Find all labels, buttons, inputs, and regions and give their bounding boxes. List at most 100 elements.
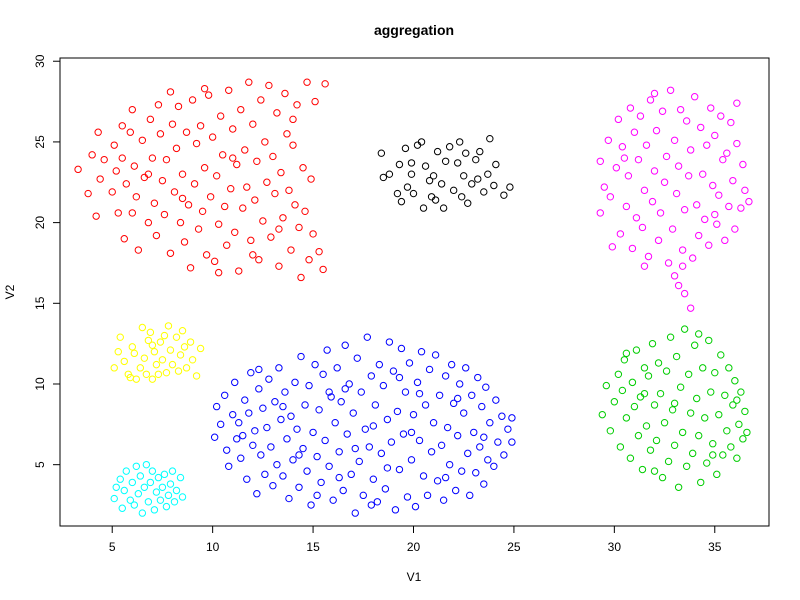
data-point — [686, 146, 695, 154]
data-point — [457, 467, 466, 475]
data-point — [138, 323, 147, 332]
y-tick-label: 5 — [33, 461, 47, 468]
data-point — [680, 325, 689, 333]
data-point — [231, 378, 239, 387]
data-point — [638, 465, 647, 474]
data-point — [690, 341, 699, 349]
data-point — [697, 123, 705, 132]
data-point — [721, 236, 729, 245]
x-tick-label: 10 — [206, 540, 220, 554]
point-group-2 — [377, 134, 514, 212]
data-point — [178, 493, 187, 501]
data-point — [281, 388, 289, 396]
data-point — [345, 380, 353, 388]
data-point — [656, 209, 665, 217]
data-point — [180, 238, 189, 246]
data-point — [126, 496, 134, 504]
data-point — [281, 89, 289, 98]
data-point — [606, 193, 615, 201]
data-point — [196, 344, 205, 353]
data-point — [668, 225, 677, 233]
data-point — [116, 475, 124, 483]
data-point — [116, 333, 124, 341]
data-point — [453, 431, 462, 440]
data-point — [335, 448, 343, 456]
data-point — [399, 430, 408, 438]
data-point — [216, 112, 225, 120]
data-point — [480, 433, 488, 441]
data-point — [411, 502, 420, 511]
data-point — [379, 381, 388, 390]
data-point — [176, 351, 185, 359]
data-point — [401, 388, 410, 396]
data-point — [596, 157, 604, 165]
data-point — [375, 360, 384, 369]
data-point — [122, 467, 130, 475]
data-point — [249, 120, 257, 128]
data-point — [658, 473, 667, 482]
data-point — [212, 172, 221, 180]
data-point — [140, 354, 149, 362]
data-point — [301, 401, 309, 409]
data-point — [480, 480, 488, 488]
data-point — [638, 223, 647, 232]
data-point — [235, 267, 243, 275]
data-point — [472, 469, 480, 477]
data-point — [216, 420, 225, 429]
data-point — [662, 152, 671, 161]
data-point — [365, 443, 374, 451]
data-point — [311, 97, 319, 106]
data-point — [271, 398, 279, 406]
data-point — [464, 449, 472, 458]
data-point — [271, 189, 279, 198]
data-point — [229, 154, 237, 162]
data-point — [697, 478, 705, 487]
data-point — [460, 172, 468, 180]
data-point — [737, 204, 745, 212]
data-point — [158, 356, 167, 364]
data-point — [474, 373, 482, 382]
data-point — [218, 151, 227, 159]
data-point — [610, 398, 619, 406]
data-point — [642, 422, 651, 430]
data-point — [395, 465, 404, 474]
data-point — [646, 446, 655, 454]
data-point — [703, 459, 711, 467]
data-point — [259, 217, 267, 225]
data-point — [289, 115, 297, 124]
data-point — [170, 188, 179, 196]
data-point — [166, 88, 175, 96]
data-point — [285, 186, 293, 195]
data-point — [506, 183, 514, 191]
data-point — [255, 256, 263, 264]
data-point — [630, 128, 639, 136]
data-point — [429, 419, 438, 427]
data-point — [134, 246, 143, 254]
data-point — [146, 478, 155, 487]
x-tick-label: 5 — [109, 540, 116, 554]
data-point — [429, 172, 438, 180]
data-point — [464, 199, 472, 207]
data-point — [407, 456, 416, 464]
data-point — [727, 118, 735, 127]
data-point — [158, 176, 167, 185]
data-point — [449, 399, 458, 408]
data-point — [277, 168, 285, 177]
data-point — [269, 152, 277, 161]
data-point — [132, 193, 141, 201]
data-point — [138, 136, 147, 145]
data-point — [688, 254, 697, 262]
data-point — [110, 141, 118, 149]
data-point — [455, 138, 464, 146]
data-point — [472, 155, 480, 164]
data-point — [146, 115, 155, 124]
data-point — [112, 483, 120, 491]
data-point — [711, 131, 719, 140]
data-point — [474, 175, 482, 183]
data-point — [393, 407, 402, 416]
data-point — [120, 357, 128, 366]
data-point — [369, 422, 378, 430]
data-point — [707, 388, 715, 396]
data-point — [729, 176, 737, 185]
data-point — [200, 164, 209, 172]
